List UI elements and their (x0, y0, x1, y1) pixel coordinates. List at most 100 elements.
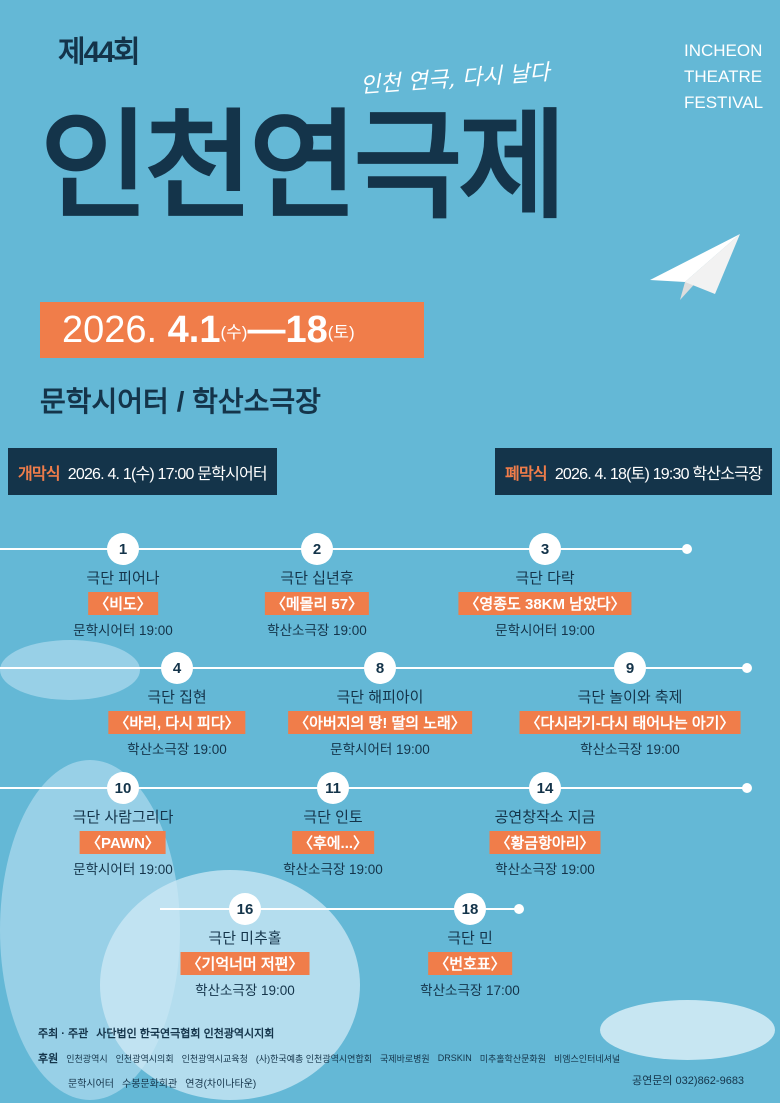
event-venue: 학산소극장 19:00 (267, 623, 367, 638)
event-group: 극단 놀이와 축제 (577, 689, 683, 706)
event-title: 〈황금항아리〉 (489, 831, 601, 854)
footer-venue: 수봉문화회관 (122, 1079, 178, 1090)
event-group: 극단 인토 (303, 809, 363, 826)
closing-ceremony: 폐막식 2026. 4. 18(토) 19:30 학산소극장 (495, 448, 772, 495)
event-title: 〈아버지의 땅! 딸의 노래〉 (288, 711, 472, 734)
sponsor-logo: (사)한국예총 인천광역시연합회 (255, 1053, 373, 1064)
event-venue: 문학시어터 19:00 (73, 623, 173, 638)
event-number: 8 (364, 652, 396, 684)
footer-venue: 문학시어터 (68, 1079, 114, 1090)
event-title: 〈PAWN〉 (80, 831, 166, 854)
contact: 공연문의 032)862-9683 (632, 1072, 744, 1088)
event-group: 극단 미추홀 (208, 930, 282, 947)
contact-phone: 032)862-9683 (675, 1075, 745, 1087)
end-day: (토) (327, 322, 355, 342)
opening-ceremony: 개막식 2026. 4. 1(수) 17:00 문학시어터 (8, 448, 277, 495)
timeline-end-dot (682, 544, 692, 554)
footer-venue: 연경(차이나타운) (185, 1079, 257, 1090)
timeline-end-dot (742, 663, 752, 673)
event-item: 극단 해피아이 〈아버지의 땅! 딸의 노래〉 문학시어터 19:00 (288, 686, 472, 758)
event-title: 〈비도〉 (88, 592, 158, 615)
event-item: 극단 사람그리다 〈PAWN〉 문학시어터 19:00 (73, 806, 174, 878)
timeline-line (0, 787, 746, 789)
event-item: 극단 다락 〈영종도 38KM 남았다〉 문학시어터 19:00 (458, 567, 632, 639)
dash: — (247, 308, 286, 351)
sponsor-logo: 인천광역시교육청 (181, 1053, 248, 1064)
event-group: 극단 사람그리다 (72, 809, 174, 826)
event-number: 2 (301, 533, 333, 565)
host-name: 사단법인 한국연극협회 인천광역시지회 (96, 1028, 275, 1040)
sponsor-logo: 비엠스인터네셔널 (553, 1053, 621, 1064)
event-group: 극단 해피아이 (336, 689, 424, 706)
edition: 제44회 (58, 36, 141, 69)
venues: 문학시어터 / 학산소극장 (40, 386, 321, 417)
paper-plane-icon (650, 234, 740, 300)
event-venue: 문학시어터 19:00 (330, 742, 430, 757)
start-day: (수) (220, 322, 248, 342)
event-item: 극단 십년후 〈메몰리 57〉 학산소극장 19:00 (264, 567, 370, 639)
cloud (600, 1000, 775, 1060)
opening-text: 2026. 4. 1(수) 17:00 문학시어터 (67, 465, 268, 483)
event-number: 3 (529, 533, 561, 565)
event-group: 극단 집현 (147, 689, 207, 706)
event-number: 10 (107, 772, 139, 804)
opening-label: 개막식 (18, 465, 61, 483)
event-item: 극단 민 〈번호표〉 학산소극장 17:00 (420, 927, 520, 999)
timeline-line (160, 908, 518, 910)
english-line: THEATRE (684, 67, 763, 86)
sponsor-label: 후원 (38, 1053, 59, 1065)
event-item: 극단 집현 〈바리, 다시 피다〉 학산소극장 19:00 (108, 686, 246, 758)
sponsor-logo: 미추홀학산문화원 (479, 1053, 546, 1064)
end-date: 18 (285, 308, 328, 351)
event-venue: 학산소극장 19:00 (495, 862, 595, 877)
event-group: 공연창작소 지금 (494, 809, 596, 826)
event-venue: 문학시어터 19:00 (73, 862, 173, 877)
english-line: INCHEON (684, 41, 763, 60)
event-title: 〈다시라기-다시 태어나는 아기〉 (519, 711, 741, 734)
timeline-end-dot (742, 783, 752, 793)
event-item: 극단 인토 〈후에...〉 학산소극장 19:00 (283, 806, 383, 878)
event-title: 〈기억너머 저편〉 (180, 952, 310, 975)
closing-label: 폐막식 (505, 465, 548, 483)
festival-title: 인천연극제 (40, 101, 567, 233)
english-title: INCHEON THEATRE FESTIVAL (684, 38, 763, 116)
year: 2026. (62, 308, 158, 351)
event-group: 극단 다락 (515, 570, 575, 587)
event-title: 〈메몰리 57〉 (264, 592, 370, 615)
event-title: 〈바리, 다시 피다〉 (108, 711, 246, 734)
event-title: 〈번호표〉 (428, 952, 512, 975)
event-venue: 학산소극장 19:00 (195, 983, 295, 998)
event-item: 극단 피어나 〈비도〉 문학시어터 19:00 (73, 567, 173, 639)
closing-text: 2026. 4. 18(토) 19:30 학산소극장 (554, 465, 763, 483)
event-item: 공연창작소 지금 〈황금항아리〉 학산소극장 19:00 (489, 806, 601, 878)
event-venue: 문학시어터 19:00 (495, 623, 595, 638)
event-title: 〈영종도 38KM 남았다〉 (458, 592, 632, 615)
event-number: 11 (317, 772, 349, 804)
slogan: 인천 연극, 다시 날다 (359, 60, 551, 99)
event-item: 극단 놀이와 축제 〈다시라기-다시 태어나는 아기〉 학산소극장 19:00 (519, 686, 741, 758)
footer: 주최 · 주관 사단법인 한국연극협회 인천광역시지회 후원 인천광역시 인천광역시의… (38, 1025, 768, 1099)
event-group: 극단 피어나 (86, 570, 160, 587)
event-number: 14 (529, 772, 561, 804)
event-venue: 학산소극장 19:00 (283, 862, 383, 877)
festival-dates: 2026. 4.1 (수) — 18 (토) (40, 302, 424, 358)
event-number: 4 (161, 652, 193, 684)
event-venue: 학산소극장 19:00 (127, 742, 227, 757)
contact-label: 공연문의 (632, 1075, 673, 1087)
cloud (0, 640, 140, 700)
event-title: 〈후에...〉 (291, 831, 375, 854)
event-venue: 학산소극장 19:00 (580, 742, 680, 757)
event-group: 극단 민 (447, 930, 493, 947)
sponsor-logo: 인천광역시의회 (115, 1053, 174, 1064)
sponsor-logo: DRSKIN (437, 1053, 472, 1063)
event-item: 극단 미추홀 〈기억너머 저편〉 학산소극장 19:00 (180, 927, 310, 999)
event-number: 9 (614, 652, 646, 684)
event-number: 1 (107, 533, 139, 565)
sponsor-logo: 국제바로병원 (380, 1053, 430, 1064)
timeline-end-dot (514, 904, 524, 914)
event-number: 18 (454, 893, 486, 925)
sponsor-logo: 인천광역시 (66, 1053, 108, 1064)
event-venue: 학산소극장 17:00 (420, 983, 520, 998)
host-label: 주최 · 주관 (38, 1028, 89, 1040)
start-date: 4.1 (167, 308, 221, 351)
